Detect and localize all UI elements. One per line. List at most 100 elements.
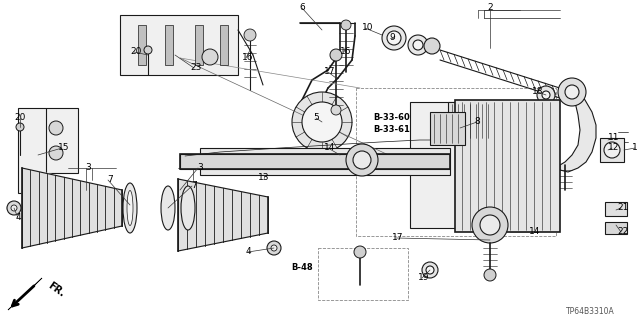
Text: B-48: B-48 (291, 263, 313, 272)
Text: 3: 3 (85, 164, 91, 173)
Text: B-33-60: B-33-60 (374, 114, 410, 122)
Ellipse shape (123, 183, 137, 233)
Text: 1: 1 (632, 144, 638, 152)
Polygon shape (30, 170, 38, 246)
Text: 11: 11 (608, 133, 620, 143)
Text: 13: 13 (259, 174, 269, 182)
Bar (165, 25, 173, 65)
Polygon shape (120, 15, 238, 75)
Text: 7: 7 (107, 175, 113, 184)
Text: TP64B3310A: TP64B3310A (566, 308, 614, 316)
Text: 21: 21 (618, 204, 628, 212)
Polygon shape (55, 175, 63, 241)
Ellipse shape (181, 186, 195, 230)
Circle shape (565, 85, 579, 99)
Polygon shape (560, 90, 596, 172)
Text: 10: 10 (362, 24, 374, 33)
Polygon shape (8, 278, 42, 310)
Circle shape (558, 78, 586, 106)
Polygon shape (430, 112, 465, 145)
Circle shape (11, 205, 17, 211)
Circle shape (202, 49, 218, 65)
Circle shape (354, 246, 366, 258)
Circle shape (330, 49, 342, 61)
Polygon shape (259, 195, 268, 235)
Polygon shape (214, 186, 223, 244)
Circle shape (292, 92, 352, 152)
Polygon shape (455, 100, 560, 232)
Polygon shape (223, 188, 232, 242)
Text: 12: 12 (608, 144, 620, 152)
Bar (220, 25, 228, 65)
Text: 3: 3 (197, 164, 203, 173)
Circle shape (604, 142, 620, 158)
Polygon shape (187, 181, 196, 249)
Polygon shape (63, 177, 72, 239)
Polygon shape (114, 188, 122, 228)
Text: FR.: FR. (46, 281, 67, 299)
Text: 20: 20 (131, 48, 141, 56)
Circle shape (346, 144, 378, 176)
Text: 8: 8 (474, 117, 480, 127)
Text: 22: 22 (618, 227, 628, 236)
Polygon shape (196, 182, 205, 248)
Circle shape (16, 123, 24, 131)
Circle shape (267, 241, 281, 255)
Circle shape (387, 31, 401, 45)
Ellipse shape (161, 186, 175, 230)
Text: 17: 17 (392, 234, 404, 242)
Text: 19: 19 (419, 273, 429, 283)
Polygon shape (38, 172, 47, 244)
Polygon shape (410, 102, 555, 228)
Bar (195, 25, 203, 65)
Text: 4: 4 (15, 213, 21, 222)
Circle shape (341, 20, 351, 30)
Polygon shape (200, 148, 450, 175)
Polygon shape (250, 193, 259, 237)
Text: 5: 5 (313, 114, 319, 122)
Polygon shape (97, 184, 106, 232)
Polygon shape (232, 190, 241, 240)
Circle shape (382, 26, 406, 50)
Text: 7: 7 (191, 182, 197, 190)
Circle shape (424, 38, 440, 54)
Circle shape (49, 121, 63, 135)
Ellipse shape (127, 190, 133, 226)
Bar (605, 222, 627, 234)
Circle shape (353, 151, 371, 169)
Circle shape (426, 266, 434, 274)
Polygon shape (205, 184, 214, 246)
Circle shape (302, 102, 342, 142)
Polygon shape (178, 179, 187, 251)
Circle shape (244, 29, 256, 41)
Polygon shape (72, 179, 81, 237)
Bar (356, 88, 556, 236)
Text: 16: 16 (340, 48, 352, 56)
Circle shape (484, 269, 496, 281)
Text: 14: 14 (324, 144, 336, 152)
Polygon shape (81, 181, 89, 235)
Polygon shape (106, 186, 114, 230)
Polygon shape (241, 192, 250, 238)
Polygon shape (89, 183, 97, 233)
Circle shape (49, 146, 63, 160)
Polygon shape (47, 174, 55, 242)
Text: B-33-61: B-33-61 (374, 125, 410, 135)
Text: 14: 14 (529, 227, 541, 236)
Polygon shape (22, 168, 30, 248)
Text: 2: 2 (487, 4, 493, 12)
Circle shape (413, 40, 423, 50)
Circle shape (472, 207, 508, 243)
Text: 20: 20 (14, 114, 26, 122)
Text: 6: 6 (299, 4, 305, 12)
Bar (605, 202, 627, 216)
Circle shape (331, 105, 341, 115)
Circle shape (542, 91, 550, 99)
Polygon shape (600, 138, 624, 162)
Text: 18: 18 (532, 87, 544, 97)
Circle shape (271, 245, 277, 251)
Text: 4: 4 (245, 248, 251, 256)
Circle shape (408, 35, 428, 55)
Circle shape (537, 86, 555, 104)
Polygon shape (180, 154, 450, 169)
